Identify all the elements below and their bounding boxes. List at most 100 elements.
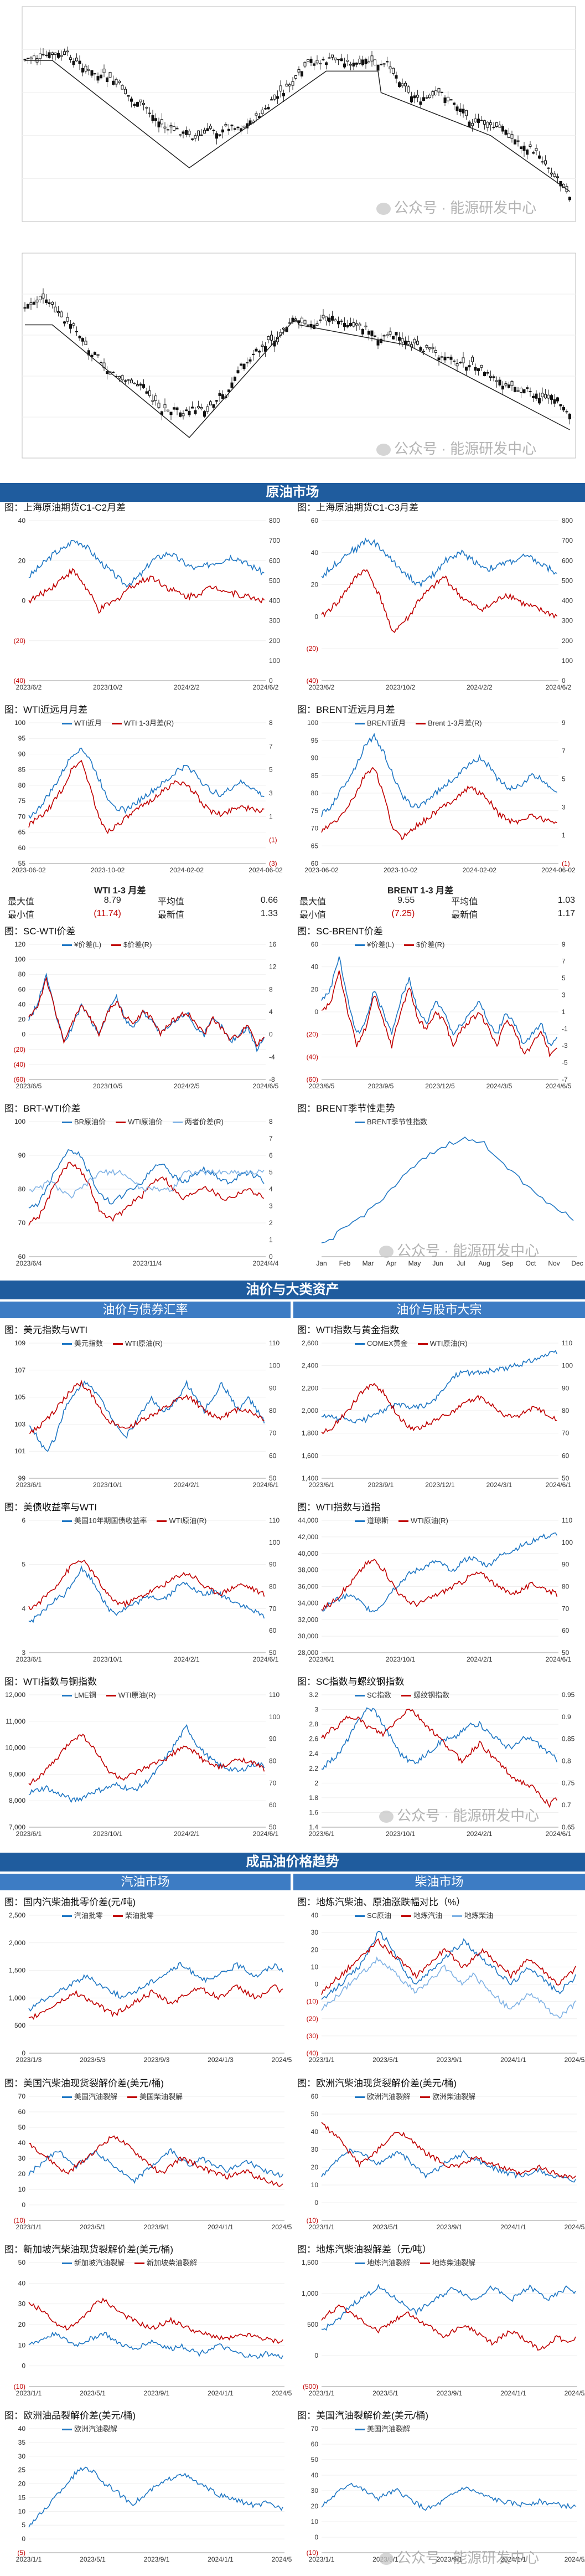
y-tick-label: (5)	[17, 2549, 25, 2557]
y-tick-label: 75	[18, 797, 26, 805]
chart-panel-c9: 图：美元指数与WTI 109 107 105 103 101 99 110 100 90 80 70 6…	[0, 1321, 292, 1493]
candle-body	[54, 306, 57, 312]
legend-swatch	[62, 2263, 72, 2265]
candle-body	[352, 63, 355, 67]
y-tick-label: 109	[14, 1339, 25, 1347]
y-tick-label: 2,400	[302, 1362, 318, 1370]
candle-body	[468, 121, 471, 127]
y-tick-label: 10	[311, 2181, 319, 2189]
y-tick-label: 20	[311, 2502, 319, 2510]
y-tick-label-right: 100	[562, 1362, 573, 1370]
candle-body	[130, 98, 133, 102]
candle-body	[291, 81, 294, 86]
y-tick-label-right: -8	[269, 1076, 275, 1083]
legend-entry: WTI原油价	[116, 1118, 163, 1126]
chart-panel-c4: 图：BRENT近远月月差 100 95 90 85 80 75 70 65 60 9 7 5 3 1 (1) 2…	[293, 701, 585, 878]
legend-swatch	[106, 1695, 116, 1697]
y-tick-label-right: 70	[562, 1605, 570, 1612]
y-tick-label-right: 70	[269, 1605, 277, 1612]
legend-entry: 美国汽油裂解	[62, 2092, 117, 2101]
chart-title: 图：BRENT近远月月差	[297, 705, 395, 715]
legend-label: WTI原油(R)	[169, 1516, 207, 1525]
candle-body	[182, 413, 185, 417]
chart-legend: BRENT季节性指数	[355, 1116, 437, 1127]
candle-body	[121, 375, 124, 381]
y-tick-label-right: 80	[269, 1583, 277, 1591]
chart-title: 图：SC指数与螺纹钢指数	[297, 1677, 405, 1687]
series-line	[321, 1709, 558, 1808]
y-tick-label-right: 0.75	[562, 1779, 575, 1787]
chart-legend: 美元指数 WTI原油(R)	[62, 1338, 173, 1348]
candle-body	[230, 382, 234, 388]
y-tick-label: 40	[311, 549, 319, 557]
y-tick-label-right: 200	[562, 637, 573, 645]
y-tick-label-right: 5	[269, 1169, 273, 1176]
y-tick-label: 1.8	[309, 1794, 318, 1802]
legend-swatch	[62, 944, 72, 947]
y-tick-label-right: 0.85	[562, 1735, 575, 1743]
y-tick-label: 10	[18, 2186, 26, 2193]
candle-body	[376, 340, 380, 346]
stat-label: 平均值	[157, 897, 184, 907]
candle-body	[443, 97, 447, 103]
y-tick-label-right: 70	[562, 1430, 570, 1437]
stat-value: 1.03	[557, 896, 575, 905]
wechat-logo-icon	[376, 203, 391, 215]
y-tick-label-right: 400	[562, 597, 573, 605]
y-tick-label-right: (3)	[269, 860, 277, 867]
candle-body	[301, 317, 303, 323]
y-tick-label: 60	[311, 940, 319, 948]
x-tick-label: 2024/2/5	[174, 1082, 200, 1090]
y-tick-label: 0	[22, 2049, 25, 2057]
candle-body	[343, 63, 346, 68]
x-tick-label: 2023/10/2	[93, 683, 123, 691]
chart-title: 图：美国汽柴油现货裂解价差(美元/桶)	[4, 2078, 164, 2089]
x-tick-label: 2024/6/1	[546, 1481, 572, 1489]
legend-entry: SC指数	[355, 1691, 391, 1699]
candle-body	[48, 302, 51, 305]
y-tick-label-right: 90	[269, 1561, 277, 1569]
legend-swatch	[404, 944, 415, 947]
x-tick-label: Jun	[432, 1259, 443, 1267]
candle-body	[63, 321, 66, 324]
candle-body	[66, 317, 69, 322]
legend-label: BR原油价	[74, 1118, 106, 1126]
y-tick-label: 85	[311, 772, 319, 779]
y-tick-label: 10,000	[5, 1744, 25, 1752]
chart-title: 图：国内汽柴油批零价差(元/吨)	[4, 1897, 136, 1907]
candle-body	[455, 106, 459, 111]
legend-swatch	[62, 723, 72, 725]
candle-body	[309, 59, 313, 63]
y-tick-label: 65	[311, 842, 319, 850]
x-tick-label: 2024/6/1	[253, 1655, 279, 1663]
candle-body	[535, 393, 538, 399]
candle-body	[520, 388, 522, 393]
candle-body	[84, 65, 87, 72]
legend-label: WTI原油价	[128, 1118, 163, 1126]
y-tick-label-right: 110	[269, 1691, 279, 1699]
candle-body	[197, 406, 200, 409]
y-tick-label: 1,000	[9, 1994, 25, 2002]
candle-body	[63, 51, 66, 55]
legend-swatch	[62, 1520, 72, 1523]
y-tick-label: (30)	[307, 2032, 318, 2040]
subsection-stocks-commodities: 油价与股市大宗	[293, 1302, 585, 1318]
legend-swatch	[355, 2429, 365, 2431]
candle-body	[568, 197, 571, 200]
x-tick-label: 2024/1/1	[208, 2556, 234, 2563]
x-tick-label: 2024/1/1	[500, 2556, 526, 2563]
y-tick-label-right: 2	[269, 1219, 273, 1227]
candle-body	[130, 379, 133, 384]
y-tick-label: (40)	[307, 2049, 318, 2057]
candle-body	[249, 359, 252, 362]
candle-body	[151, 400, 154, 402]
x-tick-label: 2023/5/1	[80, 2389, 106, 2397]
candle-body	[23, 307, 27, 309]
candle-body	[27, 304, 29, 309]
candle-plot-frame	[22, 253, 576, 459]
legend-label: 新加坡汽油裂解	[74, 2259, 125, 2267]
y-tick-label: 2.6	[309, 1735, 318, 1743]
y-tick-label: 103	[14, 1420, 25, 1428]
candle-body	[139, 99, 142, 102]
y-tick-label: 20	[18, 2480, 26, 2488]
